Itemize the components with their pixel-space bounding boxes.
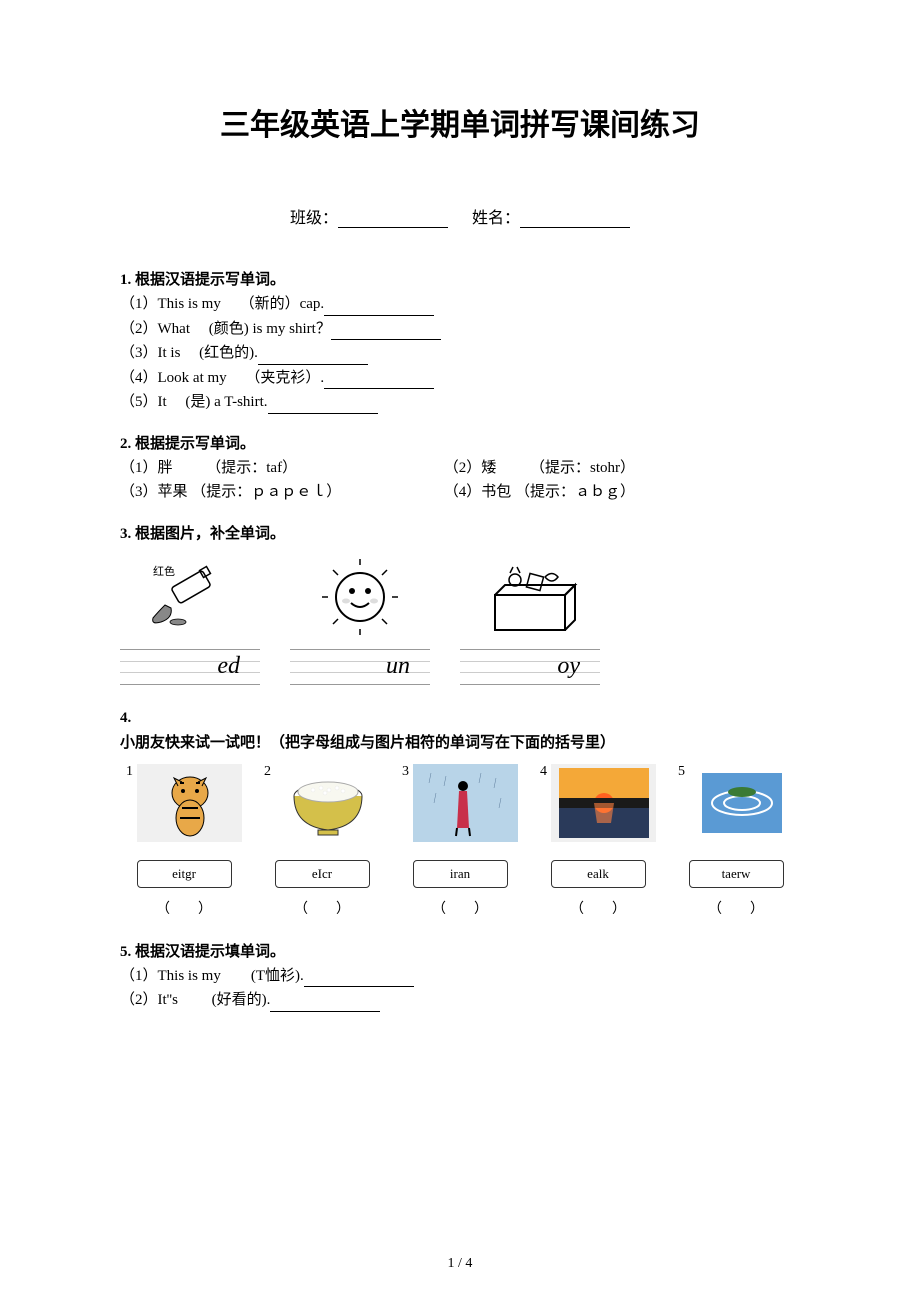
q3-line-2[interactable]: un xyxy=(290,649,430,685)
q1-line-5: （5）It (是) a T-shirt. xyxy=(120,391,800,414)
water-icon xyxy=(689,764,794,842)
q4-num-4: 4 xyxy=(540,764,547,780)
q4-paren-4[interactable]: （ ） xyxy=(570,898,626,918)
tiger-icon xyxy=(137,764,242,842)
red-paint-icon: 红色 xyxy=(130,553,250,643)
q4-cell-1: 1 eitgr （ ） xyxy=(120,764,248,918)
q2-item-3: （3）苹果 （提示：ｐａｐｅｌ） xyxy=(120,481,440,504)
q5-line-1: （1）This is my (T恤衫). xyxy=(120,965,800,988)
q2-item-1: （1）胖 （提示：taf） xyxy=(120,457,440,480)
q4-num-2: 2 xyxy=(264,764,271,780)
info-line: 班级： 姓名： xyxy=(120,204,800,228)
q5-blank-2[interactable] xyxy=(270,998,380,1012)
name-label: 姓名： xyxy=(472,210,520,227)
q5-heading: 5. 根据汉语提示填单词。 xyxy=(120,940,800,961)
q4-num-5: 5 xyxy=(678,764,685,780)
q2-heading: 2. 根据提示写单词。 xyxy=(120,432,800,453)
q4-letters-2: eIcr xyxy=(275,860,370,888)
q3-line-3[interactable]: oy xyxy=(460,649,600,685)
svg-text:红色: 红色 xyxy=(153,564,175,578)
name-blank[interactable] xyxy=(520,212,630,228)
q3-cell-3: oy xyxy=(460,553,600,685)
q4-paren-1[interactable]: （ ） xyxy=(156,898,212,918)
q4-cell-5: 5 taerw （ ） xyxy=(672,764,800,918)
page-title: 三年级英语上学期单词拼写课间练习 xyxy=(120,100,800,144)
q4-cell-2: 2 eIcr （ ） xyxy=(258,764,386,918)
lake-sunset-icon xyxy=(551,764,656,842)
q1-blank-3[interactable] xyxy=(258,351,368,365)
q1-line-2: （2）What (颜色) is my shirt？ xyxy=(120,318,800,341)
page-number: 1 / 4 xyxy=(0,1256,920,1272)
q4-paren-5[interactable]: （ ） xyxy=(708,898,764,918)
q2-item-2: （2）矮 （提示：stohr） xyxy=(444,457,635,480)
q4-num-3: 3 xyxy=(402,764,409,780)
q1-line-3: （3）It is (红色的). xyxy=(120,342,800,365)
class-blank[interactable] xyxy=(338,212,448,228)
q4-heading: 小朋友快来试一试吧！（把字母组成与图片相符的单词写在下面的括号里） xyxy=(120,731,800,752)
q1-heading: 1. 根据汉语提示写单词。 xyxy=(120,268,800,289)
q1-line-1: （1）This is my （新的）cap. xyxy=(120,293,800,316)
q5-line-2: （2）It''s (好看的). xyxy=(120,989,800,1012)
q4-letters-4: ealk xyxy=(551,860,646,888)
q1-blank-2[interactable] xyxy=(331,326,441,340)
q4-row: 1 eitgr （ ） 2 xyxy=(120,764,800,918)
q1-blank-1[interactable] xyxy=(324,302,434,316)
q4-paren-3[interactable]: （ ） xyxy=(432,898,488,918)
class-label: 班级： xyxy=(290,210,338,227)
rain-girl-icon xyxy=(413,764,518,842)
q4-paren-2[interactable]: （ ） xyxy=(294,898,350,918)
q4-heading-num: 4. xyxy=(120,710,800,727)
q5-blank-1[interactable] xyxy=(304,973,414,987)
q3-cell-2: un xyxy=(290,553,430,685)
sun-icon xyxy=(300,553,420,643)
q3-image-row: 红色 ed xyxy=(120,553,800,685)
toybox-icon xyxy=(470,553,590,643)
q4-letters-5: taerw xyxy=(689,860,784,888)
q1-blank-5[interactable] xyxy=(268,400,378,414)
q2-row-1: （1）胖 （提示：taf） （2）矮 （提示：stohr） xyxy=(120,457,800,480)
q4-letters-1: eitgr xyxy=(137,860,232,888)
q4-num-1: 1 xyxy=(126,764,133,780)
q3-line-1[interactable]: ed xyxy=(120,649,260,685)
q2-row-2: （3）苹果 （提示：ｐａｐｅｌ） （4）书包 （提示：ａｂｇ） xyxy=(120,481,800,504)
q4-cell-3: 3 iran （ ） xyxy=(396,764,524,918)
q1-blank-4[interactable] xyxy=(324,375,434,389)
q4-letters-3: iran xyxy=(413,860,508,888)
q2-item-4: （4）书包 （提示：ａｂｇ） xyxy=(444,481,635,504)
q3-heading: 3. 根据图片，补全单词。 xyxy=(120,522,800,543)
q3-cell-1: 红色 ed xyxy=(120,553,260,685)
rice-bowl-icon xyxy=(275,764,380,842)
q4-cell-4: 4 ealk （ ） xyxy=(534,764,662,918)
q1-line-4: （4）Look at my （夹克衫）. xyxy=(120,367,800,390)
